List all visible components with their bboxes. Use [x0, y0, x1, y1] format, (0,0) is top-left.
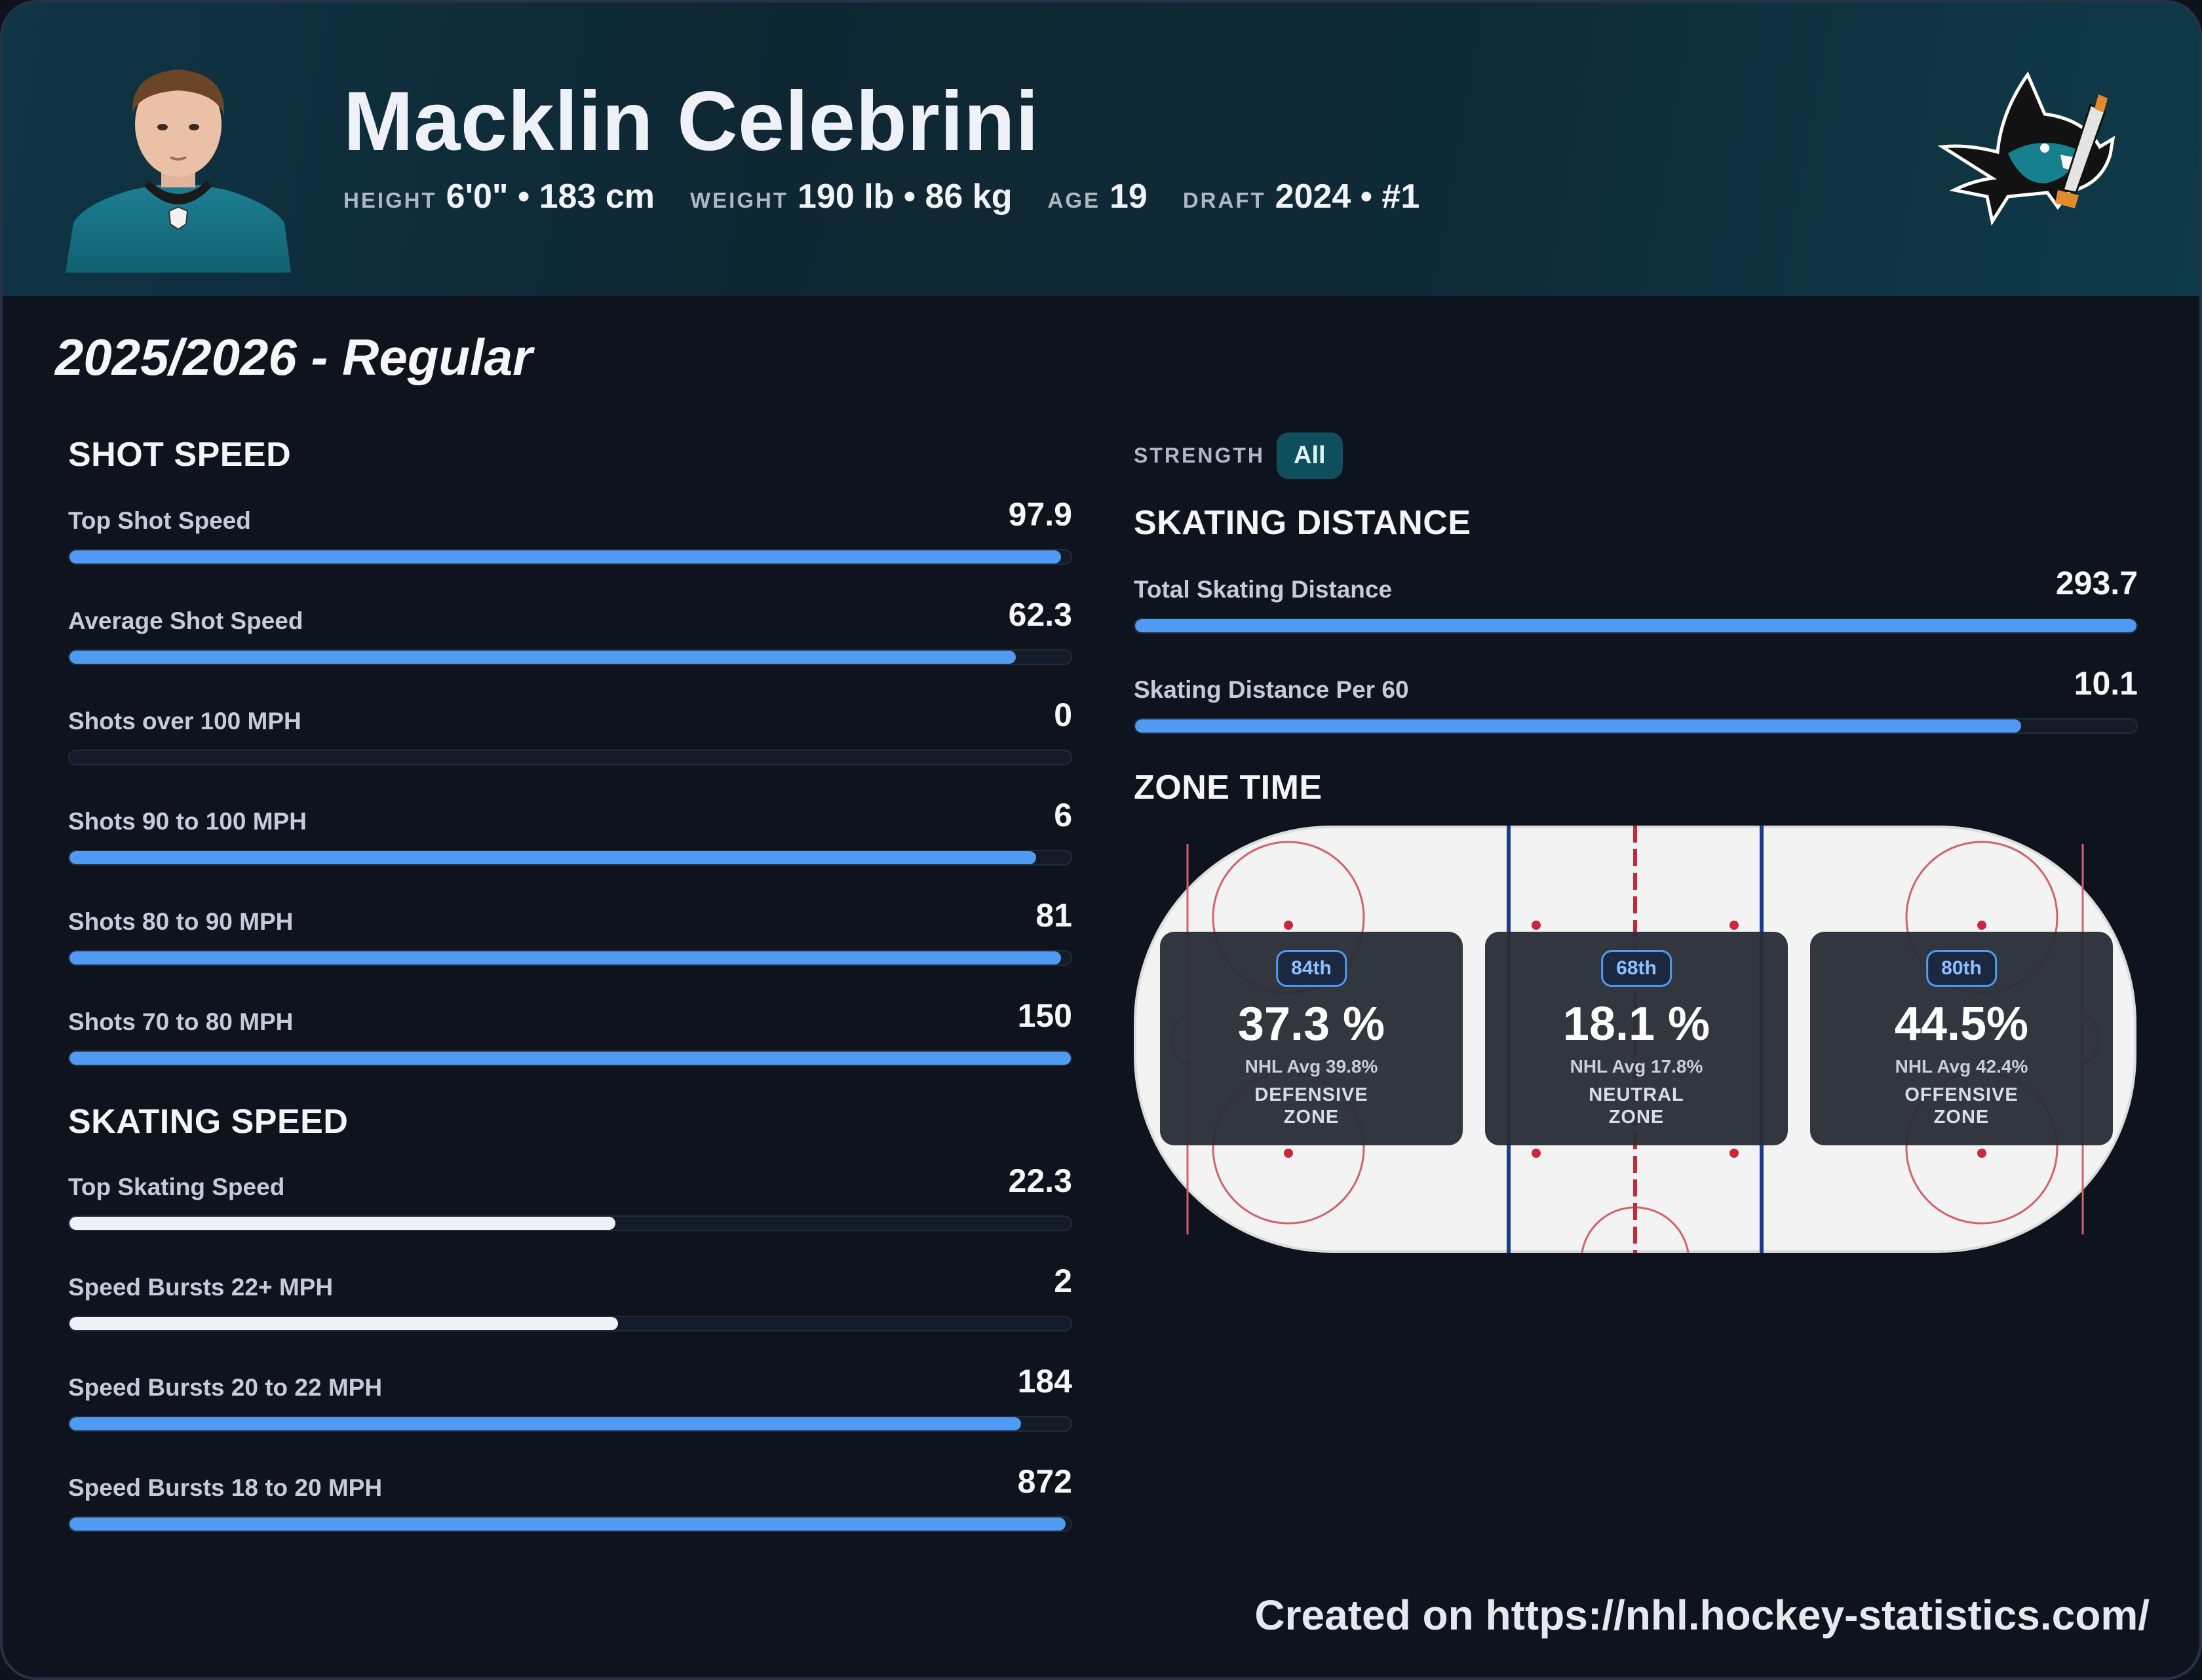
stat-bar-fill	[69, 1317, 619, 1330]
zone-name: DEFENSIVE ZONE	[1254, 1084, 1368, 1128]
stat-value: 6	[1054, 797, 1072, 833]
bio-height-value: 6'0" • 183 cm	[446, 178, 655, 216]
strength-label: STRENGTH	[1134, 444, 1265, 467]
stat-value: 872	[1017, 1463, 1072, 1500]
stat-value: 184	[1017, 1363, 1072, 1400]
zone-name: OFFENSIVE ZONE	[1904, 1084, 2018, 1128]
zone-percentage: 37.3 %	[1237, 998, 1385, 1050]
zone-percentage: 18.1 %	[1562, 998, 1710, 1050]
bio-age: AGE 19	[1047, 177, 1147, 216]
zone-card-neutral: 68th 18.1 % NHL Avg 17.8% NEUTRAL ZONE	[1485, 932, 1788, 1145]
bio-weight: WEIGHT 190 lb • 86 kg	[690, 177, 1012, 216]
stat-label: Total Skating Distance	[1134, 576, 1393, 603]
zone-name: NEUTRAL ZONE	[1589, 1084, 1684, 1128]
stat-value: 2	[1054, 1263, 1072, 1299]
stat-label: Skating Distance Per 60	[1134, 676, 1409, 703]
zone-nhl-average: NHL Avg 42.4%	[1895, 1056, 2028, 1077]
stat-bar-fill	[69, 1518, 1066, 1531]
stat-bar-track	[68, 549, 1072, 565]
stat-label: Top Skating Speed	[68, 1174, 285, 1200]
bio-weight-label: WEIGHT	[690, 188, 788, 212]
stat-label: Shots over 100 MPH	[68, 708, 301, 735]
stat-bar-track	[68, 1215, 1072, 1231]
bio-draft-label: DRAFT	[1182, 188, 1266, 212]
stat-bar-track	[68, 1316, 1072, 1331]
stat-bar-track	[68, 1050, 1072, 1066]
stat-label: Speed Bursts 18 to 20 MPH	[68, 1474, 383, 1501]
zone-card-offensive: 80th 44.5% NHL Avg 42.4% OFFENSIVE ZONE	[1810, 932, 2113, 1145]
stat-bar-fill	[69, 1052, 1071, 1065]
footer-credit[interactable]: Created on https://nhl.hockey-statistics…	[1254, 1592, 2150, 1639]
player-headshot	[66, 69, 291, 273]
strength-filter: STRENGTH All	[1134, 432, 1343, 479]
stat-label: Speed Bursts 20 to 22 MPH	[68, 1374, 383, 1401]
player-header: Macklin Celebrini HEIGHT 6'0" • 183 cm W…	[3, 3, 2199, 296]
stat-label: Speed Bursts 22+ MPH	[68, 1274, 334, 1301]
bio-age-label: AGE	[1047, 188, 1100, 212]
stat-bar-fill	[69, 550, 1061, 563]
stat-bar-fill	[69, 951, 1061, 964]
stat-bar-fill	[1135, 619, 2136, 632]
shot-speed-title: SHOT SPEED	[68, 436, 292, 474]
stat-value: 22.3	[1008, 1162, 1072, 1199]
stat-bar-fill	[69, 851, 1036, 864]
stat-value: 97.9	[1008, 496, 1072, 533]
bio-height: HEIGHT 6'0" • 183 cm	[343, 177, 655, 216]
stat-bar-track	[1134, 618, 2138, 634]
stat-bar-track	[68, 850, 1072, 866]
skating-distance-title: SKATING DISTANCE	[1134, 504, 1471, 542]
zone-percentile-badge: 80th	[1926, 950, 1997, 987]
stat-label: Shots 90 to 100 MPH	[68, 808, 307, 835]
zone-percentile-badge: 84th	[1276, 950, 1347, 987]
stat-bar-fill	[69, 1217, 615, 1230]
zone-time-title: ZONE TIME	[1134, 769, 1323, 807]
stat-value: 81	[1035, 897, 1072, 934]
zone-nhl-average: NHL Avg 17.8%	[1570, 1056, 1703, 1077]
stat-value: 293.7	[2055, 565, 2138, 601]
bio-age-value: 19	[1110, 178, 1148, 216]
player-name: Macklin Celebrini	[343, 75, 1039, 168]
stat-value: 0	[1054, 697, 1072, 733]
stat-label: Shots 70 to 80 MPH	[68, 1008, 294, 1035]
stat-bar-track	[68, 950, 1072, 966]
stat-value: 150	[1017, 997, 1072, 1034]
stat-label: Average Shot Speed	[68, 607, 303, 634]
stat-bar-fill	[69, 651, 1016, 664]
stat-value: 62.3	[1008, 596, 1072, 633]
stat-label: Shots 80 to 90 MPH	[68, 908, 294, 935]
stat-bar-fill	[69, 1417, 1021, 1430]
zone-card-defensive: 84th 37.3 % NHL Avg 39.8% DEFENSIVE ZONE	[1160, 932, 1463, 1145]
stat-value: 10.1	[2074, 665, 2138, 702]
stat-bar-fill	[1135, 719, 2022, 733]
bio-draft: DRAFT 2024 • #1	[1183, 177, 1420, 216]
stat-bar-track	[68, 750, 1072, 765]
stat-bar-track	[68, 649, 1072, 665]
strength-all-button[interactable]: All	[1277, 432, 1343, 479]
player-bio: HEIGHT 6'0" • 183 cm WEIGHT 190 lb • 86 …	[343, 177, 1455, 224]
season-label: 2025/2026 - Regular	[55, 328, 533, 386]
zone-percentage: 44.5%	[1894, 998, 2029, 1050]
zone-nhl-average: NHL Avg 39.8%	[1245, 1056, 1378, 1077]
bio-draft-value: 2024 • #1	[1275, 178, 1420, 216]
zone-percentile-badge: 68th	[1601, 950, 1672, 987]
stat-bar-track	[1134, 718, 2138, 734]
skating-speed-title: SKATING SPEED	[68, 1103, 349, 1141]
bio-height-label: HEIGHT	[343, 188, 437, 212]
stat-bar-track	[68, 1416, 1072, 1432]
stat-label: Top Shot Speed	[68, 507, 251, 534]
sharks-logo-icon	[1937, 71, 2115, 225]
bio-weight-value: 190 lb • 86 kg	[797, 178, 1013, 216]
stat-bar-track	[68, 1516, 1072, 1532]
